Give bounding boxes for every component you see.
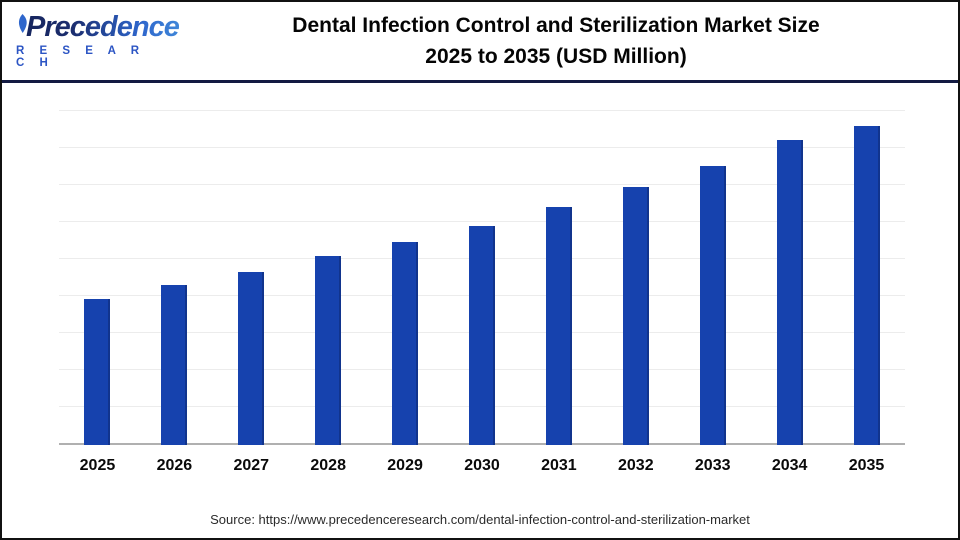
x-tick-2031: 2031 — [541, 457, 577, 474]
bar-2035 — [853, 126, 880, 445]
x-tick-2033: 2033 — [694, 457, 731, 474]
bar-slot — [828, 110, 905, 445]
bar-2028 — [315, 256, 342, 445]
bar-series — [59, 110, 905, 445]
bar-2033 — [699, 165, 726, 445]
bar-2025 — [84, 298, 111, 445]
bar-slot — [751, 110, 828, 445]
x-axis-labels: 2025 2026 2027 2028 2029 2030 2031 2032 2033 2034… — [59, 457, 905, 483]
x-tick-2027: 2027 — [233, 457, 270, 474]
source-line: Source: https://www.precedenceresearch.c… — [210, 512, 750, 527]
gridline — [59, 146, 905, 148]
bar-slot — [444, 110, 521, 445]
header: Precedence R E S E A R C H Dental Infect… — [2, 2, 958, 83]
bar-slot — [597, 110, 674, 445]
gridline — [59, 221, 905, 222]
leaf-icon — [18, 14, 27, 33]
logo-row: Precedence — [16, 13, 180, 42]
bar-2032 — [622, 187, 649, 445]
gridline — [59, 183, 905, 185]
chart-title-line1: Dental Infection Control and Sterilizati… — [292, 14, 820, 37]
bar-slot — [520, 110, 597, 445]
bar-slot — [136, 110, 213, 445]
precedence-logo: Precedence R E S E A R C H — [2, 13, 180, 70]
bar-2026 — [161, 284, 188, 445]
bar-slot — [213, 110, 290, 445]
x-tick-2034: 2034 — [771, 457, 808, 474]
bar-slot — [290, 110, 367, 445]
chart-title: Dental Infection Control and Sterilizati… — [164, 10, 958, 72]
gridline — [59, 110, 905, 111]
x-tick-2035: 2035 — [848, 457, 885, 474]
bar-2034 — [776, 140, 803, 445]
x-tick-2029: 2029 — [387, 457, 423, 474]
bar-2031 — [545, 207, 572, 445]
bar-slot — [59, 110, 136, 445]
bar-slot — [367, 110, 444, 445]
x-tick-2025: 2025 — [79, 457, 116, 474]
x-tick-2030: 2030 — [464, 457, 500, 474]
x-tick-2026: 2026 — [156, 457, 193, 474]
chart-title-line2: 2025 to 2035 (USD Million) — [425, 45, 687, 68]
logo-name: Precedence — [26, 11, 180, 43]
x-tick-2032: 2032 — [618, 457, 654, 474]
x-tick-2028: 2028 — [310, 457, 346, 474]
bar-2029 — [392, 242, 419, 445]
bar-2030 — [468, 225, 495, 445]
bar-2027 — [238, 272, 265, 445]
logo-subtitle: R E S E A R C H — [16, 45, 146, 69]
bar-slot — [674, 110, 751, 445]
